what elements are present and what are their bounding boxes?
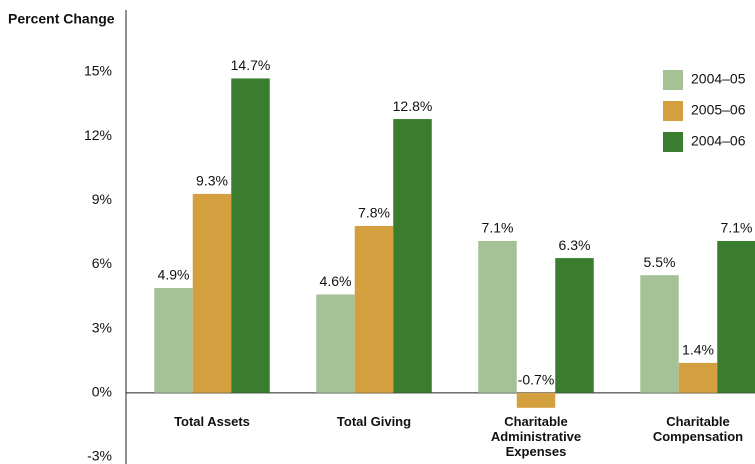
value-label: 5.5%	[644, 254, 676, 270]
value-label: 7.8%	[358, 205, 390, 221]
y-tick-label: 9%	[92, 191, 112, 207]
value-label: 14.7%	[231, 57, 271, 73]
x-tick-label: Total Assets	[174, 413, 250, 429]
y-tick-label: 0%	[92, 384, 112, 400]
legend-label: 2004–05	[691, 71, 746, 87]
value-label: 1.4%	[682, 342, 714, 358]
y-tick-label: 15%	[84, 63, 112, 79]
x-tick-label: Total Giving	[336, 413, 412, 429]
bar	[354, 226, 394, 393]
bar	[478, 240, 517, 393]
y-tick-label: 3%	[92, 319, 112, 335]
legend-label: 2005–06	[691, 102, 746, 118]
legend-swatch	[663, 101, 683, 121]
bar	[717, 240, 755, 393]
bar	[516, 392, 556, 408]
legend-label: 2004–06	[691, 133, 746, 149]
value-label: -0.7%	[518, 372, 555, 388]
bar	[192, 193, 232, 393]
value-label: 6.3%	[559, 237, 591, 253]
bar	[640, 275, 679, 393]
x-tick-label: Charitable Administrative Expenses	[490, 413, 582, 459]
legend-swatch	[663, 70, 683, 90]
bar	[555, 258, 594, 393]
y-tick-label: 12%	[84, 127, 112, 143]
y-tick-label: 6%	[92, 255, 112, 271]
bar	[316, 294, 355, 393]
value-label: 12.8%	[393, 98, 433, 114]
value-label: 4.6%	[320, 273, 352, 289]
value-label: 9.3%	[196, 173, 228, 189]
bar	[231, 78, 270, 393]
bar	[393, 119, 432, 393]
value-label: 7.1%	[721, 220, 753, 236]
legend-swatch	[663, 132, 683, 152]
y-axis-label: Percent Change	[8, 11, 115, 27]
value-label: 7.1%	[482, 220, 514, 236]
value-label: 4.9%	[158, 267, 190, 283]
x-tick-label: Charitable Compensation	[652, 413, 744, 444]
bar	[678, 362, 718, 393]
y-tick-label: -3%	[87, 448, 112, 464]
bar	[154, 288, 193, 393]
